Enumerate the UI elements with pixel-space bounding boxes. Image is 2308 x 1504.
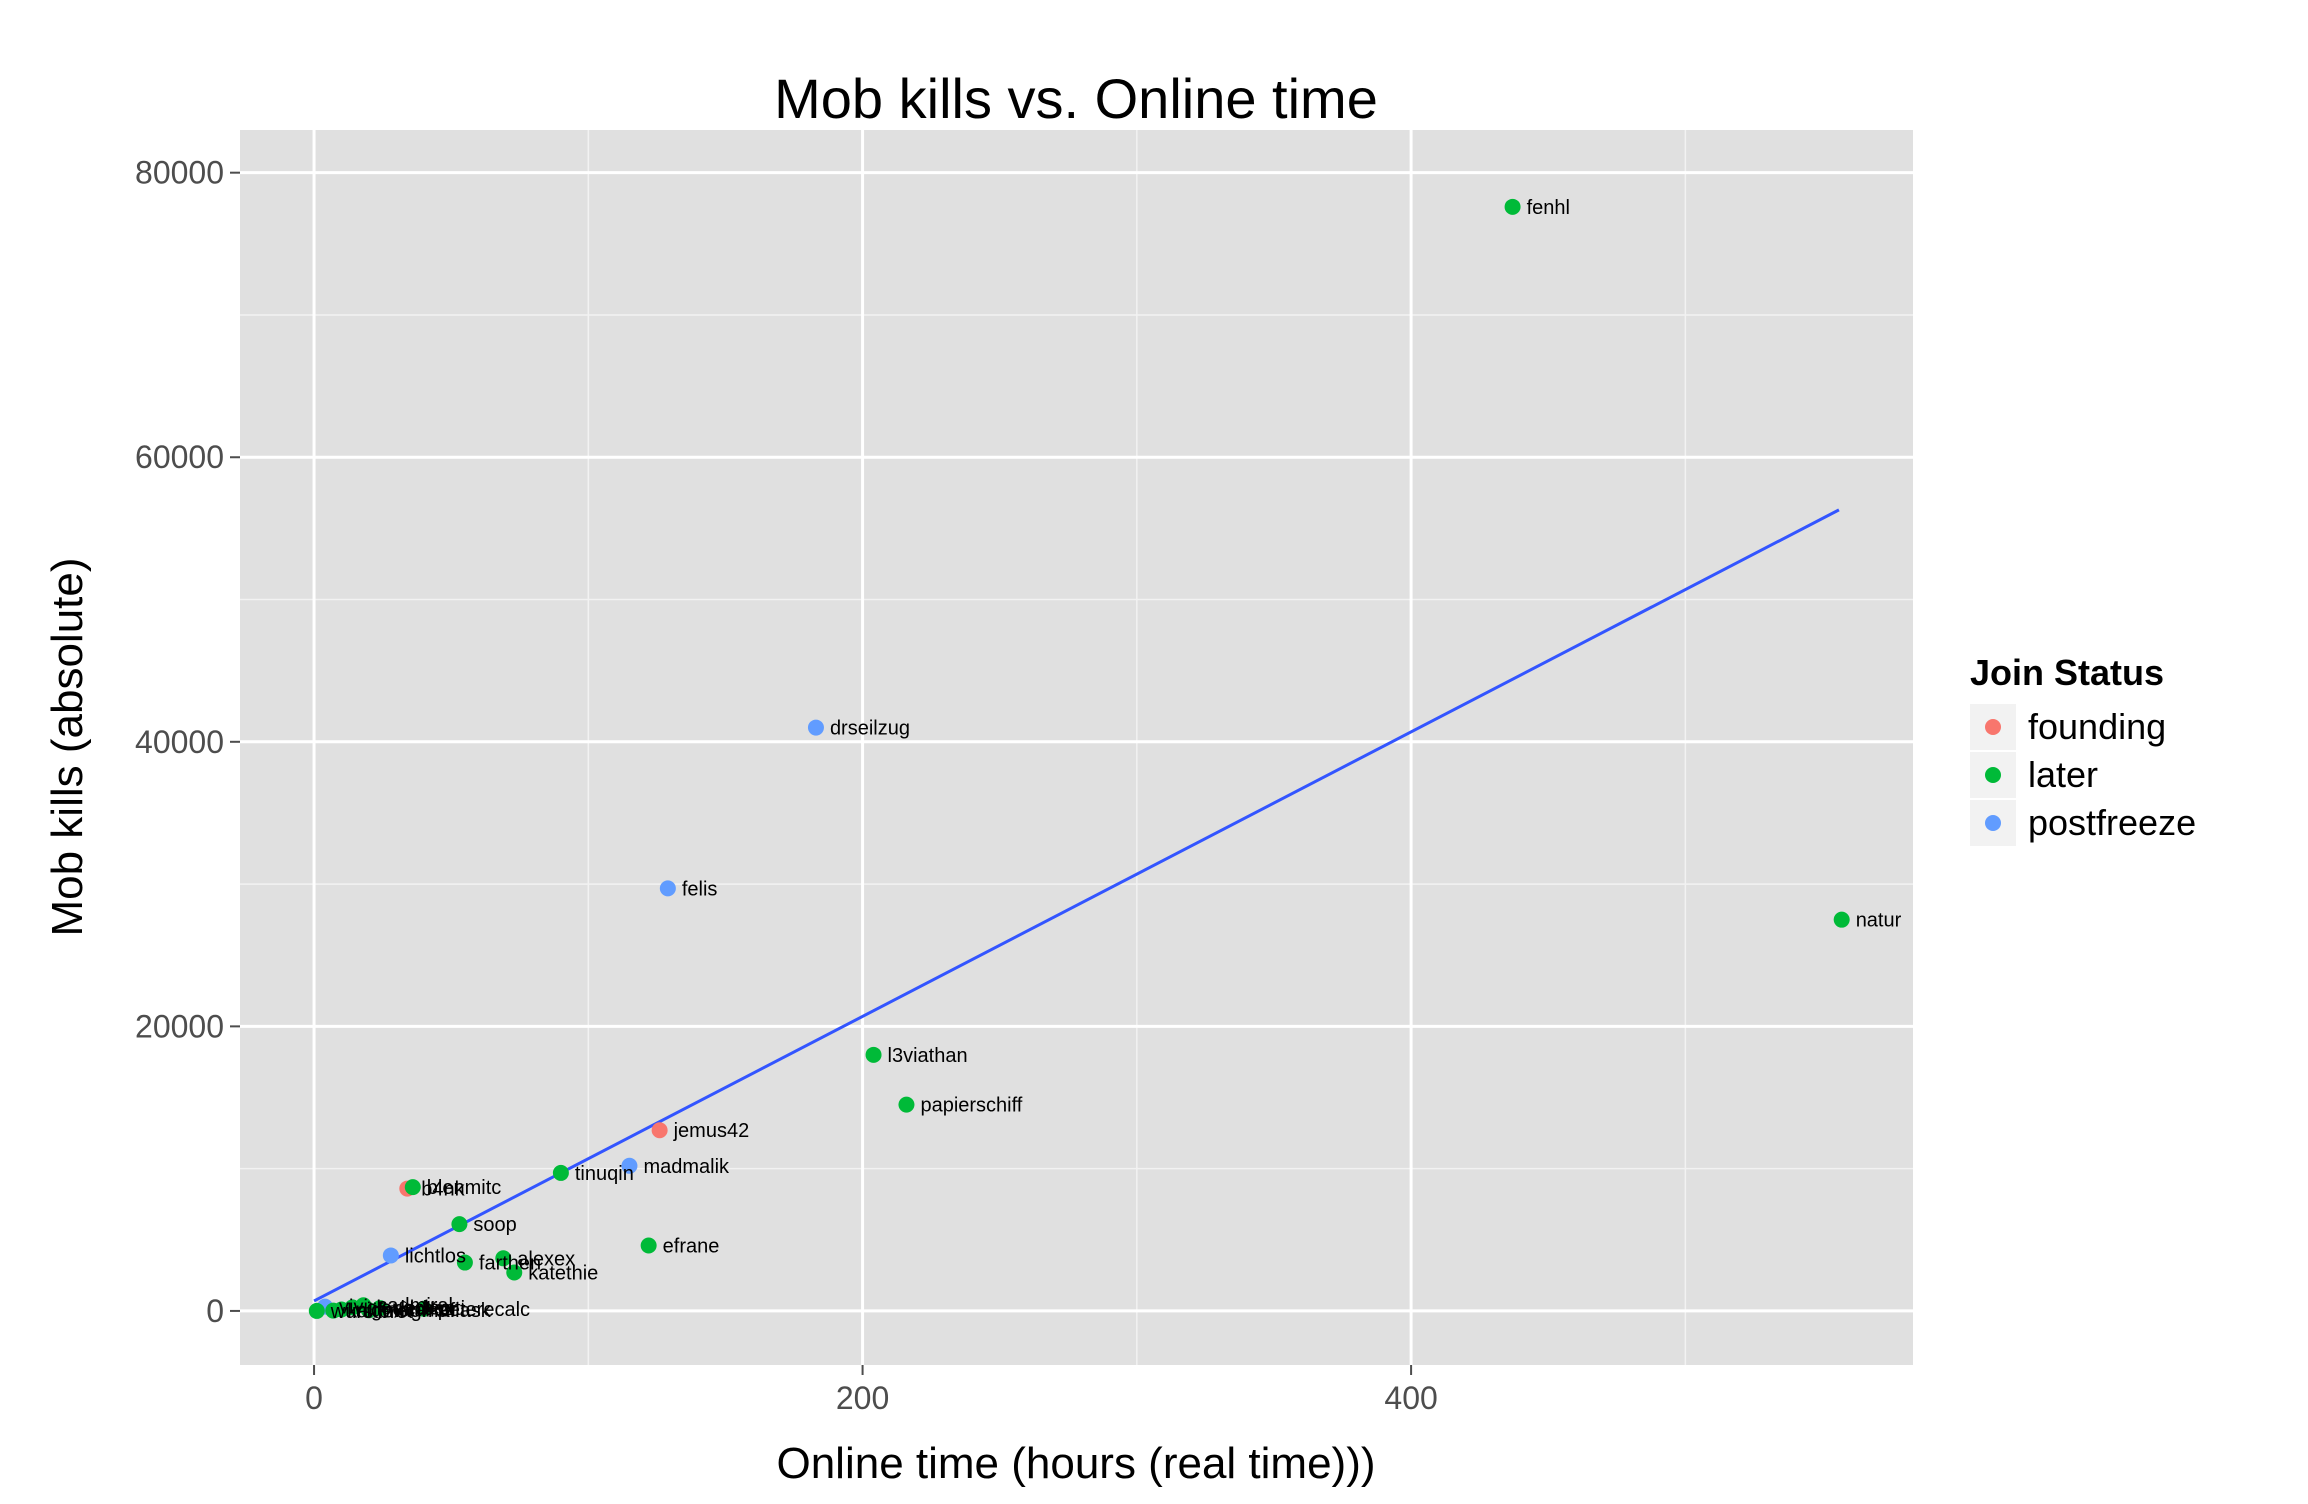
data-point [415, 1300, 432, 1317]
data-point [451, 1216, 468, 1233]
point-label: derbasti [394, 1298, 465, 1320]
plot-panel [240, 130, 1913, 1365]
trend-line [313, 508, 1840, 1303]
y-tick-label: 80000 [135, 155, 224, 191]
point-label: l3viathan [888, 1045, 968, 1067]
point-label: soop [473, 1214, 516, 1236]
point-label: katethie [528, 1263, 598, 1285]
data-point [325, 1302, 342, 1319]
point-label: nightstalker [355, 1300, 458, 1322]
point-label: magmaflask [383, 1300, 492, 1322]
legend-label-postfreeze: postfreeze [2028, 802, 2196, 843]
point-label: sadmiral [377, 1295, 453, 1317]
data-point [506, 1264, 523, 1281]
data-point [308, 1302, 325, 1319]
data-point [404, 1179, 421, 1196]
y-tick-label: 0 [206, 1293, 224, 1329]
point-label: drseilzug [830, 718, 910, 740]
point-labels: fenhl natur drseilzug felis l3viathan papiers… [330, 197, 1902, 1323]
point-label: alexex [517, 1248, 575, 1270]
point-label: madmalik [643, 1156, 730, 1178]
legend-key-founding [1985, 719, 2001, 735]
data-point [552, 1164, 569, 1181]
data-point [640, 1237, 657, 1254]
point-label: jemus42 [673, 1120, 750, 1142]
data-points [308, 198, 1850, 1319]
point-label: wurstbrot [330, 1301, 414, 1323]
x-axis-title: Online time (hours (real time))) [776, 1439, 1375, 1488]
chart-title: Mob kills vs. Online time [774, 67, 1378, 130]
legend-key-later [1985, 767, 2001, 783]
x-tick-label: 200 [836, 1380, 889, 1416]
y-tick-label: 20000 [135, 1008, 224, 1044]
data-point [651, 1122, 668, 1139]
point-label: cloudcleo [366, 1297, 451, 1319]
major-gridlines [240, 130, 1913, 1365]
point-label: blenmitc [427, 1177, 501, 1199]
point-label: felis [682, 878, 718, 900]
point-label: fenhl [1527, 197, 1570, 219]
data-point [495, 1250, 512, 1267]
data-point [865, 1046, 882, 1063]
data-point [659, 880, 676, 897]
data-point [382, 1247, 399, 1264]
point-label: papierschiff [920, 1095, 1022, 1117]
point-label: lichtlos [405, 1245, 466, 1267]
tick-labels: 0 200 400 0 20000 40000 60000 80000 [135, 155, 1438, 1416]
data-point [1504, 198, 1521, 215]
point-label: tinuqin [575, 1163, 634, 1185]
point-label: farthen [479, 1253, 541, 1275]
legend: Join Status founding later postfreeze [1970, 652, 2196, 846]
x-tick-label: 400 [1384, 1380, 1437, 1416]
legend-label-founding: founding [2028, 706, 2166, 747]
legend-key-postfreeze [1985, 815, 2001, 831]
data-point [360, 1302, 377, 1319]
point-label: natur [1856, 910, 1902, 932]
data-point [807, 719, 824, 736]
point-label: vivi [339, 1297, 368, 1319]
y-axis-title: Mob kills (absolute) [43, 557, 92, 936]
data-point [1833, 911, 1850, 928]
point-label: b4nk [421, 1179, 465, 1201]
data-point [898, 1096, 915, 1113]
legend-items: founding later postfreeze [1970, 704, 2196, 846]
point-label: efrane [663, 1235, 720, 1257]
minor-gridlines [240, 130, 1913, 1365]
point-label: peterecalc [438, 1299, 530, 1321]
y-tick-label: 40000 [135, 724, 224, 760]
trend-line-group [313, 508, 1840, 1303]
data-point [456, 1254, 473, 1271]
legend-label-later: later [2028, 754, 2098, 795]
x-tick-label: 0 [305, 1380, 323, 1416]
y-tick-label: 60000 [135, 439, 224, 475]
data-point [621, 1157, 638, 1174]
axis-ticks [230, 171, 1413, 1375]
legend-title: Join Status [1970, 652, 2164, 693]
point-label: kalifex [347, 1301, 404, 1323]
